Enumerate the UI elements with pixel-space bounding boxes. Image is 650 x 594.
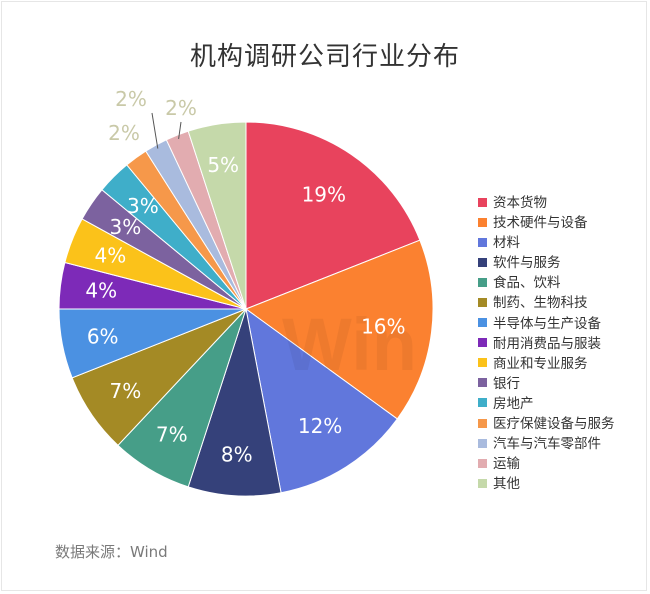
- legend-label: 材料: [493, 235, 520, 252]
- data-source-note: 数据来源：Wind: [55, 543, 168, 561]
- legend-label: 医疗保健设备与服务: [493, 416, 615, 433]
- legend-swatch: [478, 358, 487, 368]
- legend-swatch: [478, 378, 487, 388]
- legend-item: 耐用消费品与服装: [478, 334, 615, 354]
- legend-label: 软件与服务: [493, 255, 561, 272]
- pie-slice: [244, 239, 434, 420]
- legend-swatch: [478, 257, 487, 267]
- legend-swatch: [478, 237, 487, 247]
- legend-swatch: [478, 418, 487, 428]
- legend-label: 商业和专业服务: [493, 355, 588, 372]
- legend-swatch: [478, 217, 487, 227]
- slice-data-label: 5%: [207, 153, 239, 177]
- legend-label: 制药、生物科技: [493, 295, 588, 312]
- slice-data-label: 3%: [110, 215, 142, 239]
- legend-label: 半导体与生产设备: [493, 315, 601, 332]
- legend-item: 汽车与汽车零部件: [478, 434, 615, 454]
- legend-swatch: [478, 318, 487, 328]
- slice-data-label: 2%: [108, 121, 140, 145]
- legend-swatch: [478, 338, 487, 348]
- watermark: Win: [282, 303, 417, 386]
- legend-label: 资本货物: [493, 195, 547, 211]
- slice-data-label: 7%: [156, 423, 188, 447]
- slice-data-label: 8%: [221, 443, 253, 467]
- slice-data-label: 16%: [361, 314, 405, 338]
- slice-data-label: 6%: [87, 324, 119, 348]
- legend-label: 其他: [493, 476, 520, 493]
- pie-slice: [245, 307, 398, 494]
- legend-label: 食品、饮料: [493, 275, 561, 292]
- legend-item: 技术硬件与设备: [478, 213, 615, 233]
- slice-data-label: 2%: [115, 87, 147, 111]
- legend-item: 医疗保健设备与服务: [478, 414, 615, 434]
- chart-title: 机构调研公司行业分布: [189, 42, 460, 72]
- legend-label: 技术硬件与设备: [493, 215, 588, 232]
- legend-item: 商业和专业服务: [478, 354, 615, 374]
- legend-swatch: [478, 458, 487, 468]
- legend-label: 耐用消费品与服装: [493, 335, 601, 352]
- slice-data-label: 3%: [127, 194, 159, 218]
- slice-data-label: 4%: [95, 243, 127, 267]
- legend-label: 银行: [493, 375, 520, 392]
- legend-swatch: [478, 438, 487, 448]
- legend-item: 半导体与生产设备: [478, 314, 615, 334]
- legend-item: 软件与服务: [478, 253, 615, 273]
- legend-swatch: [478, 398, 487, 408]
- legend-swatch: [478, 297, 487, 307]
- pie-slice: [187, 308, 282, 497]
- legend-item: 材料: [478, 233, 615, 253]
- leader-line: [178, 121, 182, 139]
- legend-label: 运输: [493, 456, 520, 473]
- legend-swatch: [478, 197, 487, 207]
- legend-item: 房地产: [478, 394, 615, 414]
- slice-data-label: 19%: [302, 183, 346, 207]
- chart-legend: 资本货物技术硬件与设备 材料软件与服务食品、饮料制药、生物科技 半导体与生产设备 耐用…: [478, 193, 615, 494]
- legend-item: 其他: [478, 474, 615, 494]
- legend-swatch: [478, 478, 487, 488]
- legend-item: 资本货物: [478, 193, 615, 213]
- pie-slice: [187, 121, 247, 310]
- legend-label: 房地产: [493, 395, 534, 412]
- slice-data-label: 12%: [298, 414, 342, 438]
- legend-item: 银行: [478, 374, 615, 394]
- legend-label: 汽车与汽车零部件: [493, 436, 601, 453]
- legend-item: 食品、饮料: [478, 273, 615, 293]
- legend-item: 运输: [478, 454, 615, 474]
- slice-data-label: 4%: [85, 279, 117, 303]
- slice-data-label: 2%: [165, 96, 197, 120]
- leader-line: [151, 112, 159, 149]
- legend-swatch: [478, 277, 487, 287]
- slice-data-label: 7%: [110, 379, 142, 403]
- pie-slice: [245, 121, 421, 310]
- legend-item: 制药、生物科技: [478, 293, 615, 313]
